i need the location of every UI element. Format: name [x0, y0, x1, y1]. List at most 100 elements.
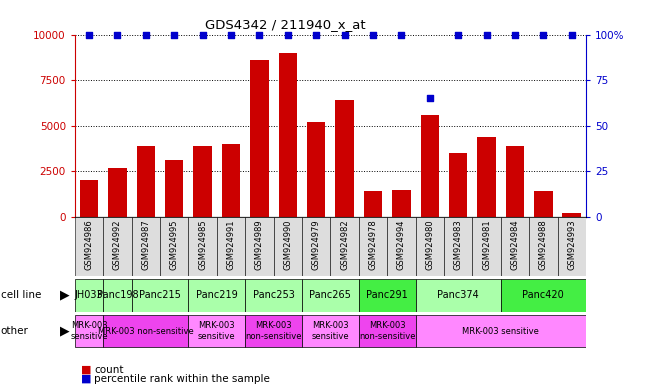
Bar: [132, 217, 160, 276]
Bar: [562, 214, 581, 217]
Point: [141, 31, 151, 38]
Text: GDS4342 / 211940_x_at: GDS4342 / 211940_x_at: [204, 18, 365, 31]
Bar: [193, 146, 212, 217]
Text: Panc215: Panc215: [139, 290, 181, 300]
Point: [453, 31, 464, 38]
Bar: [302, 217, 330, 276]
Point: [566, 31, 577, 38]
Text: GSM924993: GSM924993: [567, 219, 576, 270]
Bar: [279, 53, 297, 217]
Point: [510, 31, 520, 38]
Bar: [104, 217, 132, 276]
Text: GSM924986: GSM924986: [85, 219, 94, 270]
Text: GSM924994: GSM924994: [397, 219, 406, 270]
Bar: [444, 217, 473, 276]
Point: [424, 95, 435, 101]
Bar: [477, 137, 496, 217]
Bar: [501, 279, 586, 311]
Point: [538, 31, 549, 38]
Text: MRK-003
sensitive: MRK-003 sensitive: [198, 321, 236, 341]
Bar: [80, 180, 98, 217]
Bar: [501, 217, 529, 276]
Point: [84, 31, 94, 38]
Bar: [359, 217, 387, 276]
Bar: [392, 190, 411, 217]
Bar: [359, 279, 415, 311]
Bar: [188, 279, 245, 311]
Bar: [421, 115, 439, 217]
Bar: [534, 192, 553, 217]
Text: GSM924981: GSM924981: [482, 219, 491, 270]
Text: percentile rank within the sample: percentile rank within the sample: [94, 374, 270, 384]
Bar: [217, 217, 245, 276]
Bar: [222, 144, 240, 217]
Bar: [165, 161, 184, 217]
Text: GSM924983: GSM924983: [454, 219, 463, 270]
Bar: [75, 279, 104, 311]
Point: [254, 31, 264, 38]
Text: GSM924992: GSM924992: [113, 219, 122, 270]
Text: GSM924991: GSM924991: [227, 219, 236, 270]
Bar: [245, 315, 302, 347]
Text: GSM924995: GSM924995: [170, 219, 179, 270]
Bar: [415, 315, 586, 347]
Bar: [302, 315, 359, 347]
Point: [481, 31, 492, 38]
Bar: [529, 217, 557, 276]
Bar: [359, 315, 415, 347]
Bar: [245, 279, 302, 311]
Point: [339, 31, 350, 38]
Text: MRK-003
sensitive: MRK-003 sensitive: [312, 321, 349, 341]
Text: Panc291: Panc291: [367, 290, 408, 300]
Text: GSM924982: GSM924982: [340, 219, 349, 270]
Bar: [364, 192, 382, 217]
Text: MRK-003
non-sensitive: MRK-003 non-sensitive: [359, 321, 415, 341]
Bar: [75, 315, 104, 347]
Bar: [335, 100, 353, 217]
Text: GSM924985: GSM924985: [198, 219, 207, 270]
Text: MRK-003
non-sensitive: MRK-003 non-sensitive: [245, 321, 302, 341]
Bar: [387, 217, 415, 276]
Bar: [415, 279, 501, 311]
Text: ▶: ▶: [60, 289, 70, 302]
Text: Panc374: Panc374: [437, 290, 479, 300]
Bar: [104, 315, 188, 347]
Text: MRK-003 non-sensitive: MRK-003 non-sensitive: [98, 326, 194, 336]
Text: cell line: cell line: [1, 290, 41, 300]
Bar: [108, 168, 127, 217]
Text: Panc219: Panc219: [196, 290, 238, 300]
Bar: [449, 153, 467, 217]
Bar: [137, 146, 155, 217]
Text: GSM924978: GSM924978: [368, 219, 378, 270]
Bar: [302, 279, 359, 311]
Bar: [506, 146, 524, 217]
Point: [112, 31, 122, 38]
Text: Panc253: Panc253: [253, 290, 294, 300]
Text: JH033: JH033: [75, 290, 104, 300]
Point: [283, 31, 293, 38]
Bar: [557, 217, 586, 276]
Bar: [188, 315, 245, 347]
Bar: [307, 122, 326, 217]
Text: GSM924990: GSM924990: [283, 219, 292, 270]
Text: ■: ■: [81, 374, 92, 384]
Bar: [473, 217, 501, 276]
Bar: [188, 217, 217, 276]
Bar: [273, 217, 302, 276]
Bar: [104, 279, 132, 311]
Text: ■: ■: [81, 365, 92, 375]
Text: GSM924987: GSM924987: [141, 219, 150, 270]
Text: Panc265: Panc265: [309, 290, 352, 300]
Bar: [250, 60, 269, 217]
Point: [226, 31, 236, 38]
Bar: [75, 217, 104, 276]
Text: GSM924980: GSM924980: [425, 219, 434, 270]
Point: [197, 31, 208, 38]
Text: count: count: [94, 365, 124, 375]
Text: GSM924984: GSM924984: [510, 219, 519, 270]
Text: ▶: ▶: [60, 324, 70, 338]
Bar: [245, 217, 273, 276]
Point: [396, 31, 407, 38]
Text: GSM924988: GSM924988: [539, 219, 547, 270]
Text: Panc420: Panc420: [523, 290, 564, 300]
